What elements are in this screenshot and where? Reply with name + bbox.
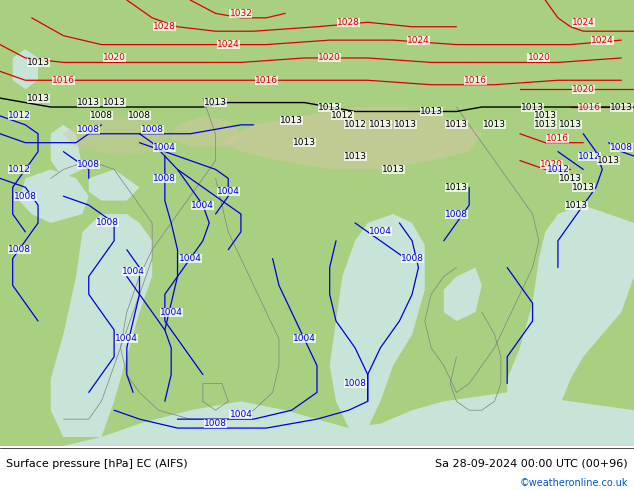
Text: 1016: 1016 (578, 102, 601, 112)
Text: 1013: 1013 (445, 183, 468, 192)
Text: 1012: 1012 (344, 121, 366, 129)
Text: 1004: 1004 (230, 410, 252, 419)
Text: 1008: 1008 (96, 219, 119, 227)
Text: 1013: 1013 (597, 156, 620, 165)
Text: 1013: 1013 (103, 98, 126, 107)
Text: 1016: 1016 (547, 134, 569, 143)
Text: 1013: 1013 (27, 94, 49, 102)
Text: Sa 28-09-2024 00:00 UTC (00+96): Sa 28-09-2024 00:00 UTC (00+96) (435, 459, 628, 468)
Text: 1008: 1008 (610, 143, 633, 151)
Text: 1012: 1012 (8, 111, 30, 121)
Text: 1008: 1008 (14, 192, 37, 201)
Text: 1013: 1013 (382, 165, 404, 174)
Polygon shape (444, 268, 482, 321)
Text: 1012: 1012 (547, 165, 569, 174)
Text: 1020: 1020 (540, 161, 563, 170)
Polygon shape (51, 214, 152, 437)
Text: 1012: 1012 (8, 165, 30, 174)
Text: 1013: 1013 (344, 151, 366, 161)
Text: 1020: 1020 (527, 53, 550, 62)
Text: 1013: 1013 (559, 121, 582, 129)
Text: 1012: 1012 (578, 151, 601, 161)
Text: 1013: 1013 (445, 121, 468, 129)
Text: 1013: 1013 (566, 200, 588, 210)
Text: 1032: 1032 (230, 9, 252, 18)
Text: ©weatheronline.co.uk: ©weatheronline.co.uk (519, 478, 628, 489)
Text: 1013: 1013 (610, 102, 633, 112)
Text: 1004: 1004 (160, 308, 183, 317)
Text: 1013: 1013 (293, 138, 316, 147)
Text: 1013: 1013 (534, 111, 557, 121)
Text: 1020: 1020 (572, 85, 595, 94)
Text: 1016: 1016 (464, 76, 487, 85)
Text: 1013: 1013 (280, 116, 303, 125)
Text: 1008: 1008 (344, 379, 366, 388)
Text: 1008: 1008 (153, 174, 176, 183)
Text: 1013: 1013 (559, 174, 582, 183)
Text: 1020: 1020 (318, 53, 341, 62)
Text: 1013: 1013 (572, 183, 595, 192)
Text: 1004: 1004 (122, 268, 145, 276)
Text: 1008: 1008 (141, 125, 164, 134)
Text: 1024: 1024 (217, 40, 240, 49)
Text: 1008: 1008 (8, 245, 30, 254)
Text: 1024: 1024 (407, 36, 430, 45)
Text: 1004: 1004 (153, 143, 176, 151)
Text: 1008: 1008 (90, 111, 113, 121)
Polygon shape (51, 125, 82, 178)
Text: 1013: 1013 (204, 98, 227, 107)
Text: 1013: 1013 (534, 121, 557, 129)
Text: 1013: 1013 (394, 121, 417, 129)
Polygon shape (89, 170, 139, 201)
Text: 1013: 1013 (369, 121, 392, 129)
Polygon shape (222, 107, 482, 170)
Text: 1013: 1013 (318, 102, 341, 112)
Polygon shape (63, 116, 171, 156)
Polygon shape (330, 214, 425, 428)
Polygon shape (171, 116, 241, 147)
Text: 1004: 1004 (115, 334, 138, 343)
Text: 1004: 1004 (217, 187, 240, 196)
Polygon shape (13, 49, 38, 89)
Text: 1004: 1004 (293, 334, 316, 343)
Polygon shape (0, 392, 634, 446)
Text: 1028: 1028 (337, 18, 360, 27)
Text: 1008: 1008 (401, 254, 424, 263)
Text: 1020: 1020 (103, 53, 126, 62)
Text: 1013: 1013 (77, 98, 100, 107)
Text: 1008: 1008 (128, 111, 151, 121)
Text: 1004: 1004 (369, 227, 392, 236)
Text: 1004: 1004 (191, 200, 214, 210)
Text: 1013: 1013 (420, 107, 443, 116)
Text: 1028: 1028 (153, 22, 176, 31)
Text: 1008: 1008 (445, 210, 468, 219)
Text: Surface pressure [hPa] EC (AIFS): Surface pressure [hPa] EC (AIFS) (6, 459, 188, 468)
Text: 1016: 1016 (52, 76, 75, 85)
Text: 1024: 1024 (572, 18, 595, 27)
Text: 1004: 1004 (179, 254, 202, 263)
Polygon shape (19, 170, 89, 223)
Text: 1016: 1016 (255, 76, 278, 85)
Text: 1008: 1008 (204, 419, 227, 428)
Polygon shape (507, 205, 634, 428)
Text: 1012: 1012 (331, 111, 354, 121)
Text: 1008: 1008 (77, 161, 100, 170)
Text: 1013: 1013 (483, 121, 506, 129)
Text: 1008: 1008 (77, 125, 100, 134)
Text: 1024: 1024 (591, 36, 614, 45)
Text: 1013: 1013 (27, 58, 49, 67)
Text: 1013: 1013 (521, 102, 544, 112)
